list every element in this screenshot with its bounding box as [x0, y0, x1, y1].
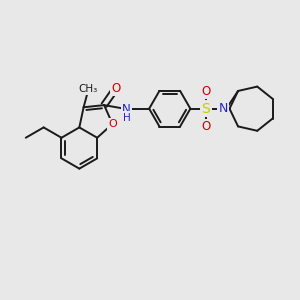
- Text: S: S: [202, 102, 210, 116]
- Text: O: O: [108, 119, 117, 129]
- Text: N: N: [219, 102, 228, 115]
- Text: O: O: [201, 85, 211, 98]
- Text: N: N: [122, 103, 131, 116]
- Text: H: H: [122, 112, 130, 122]
- Text: CH₃: CH₃: [79, 84, 98, 94]
- Text: O: O: [201, 120, 211, 133]
- Text: O: O: [111, 82, 121, 95]
